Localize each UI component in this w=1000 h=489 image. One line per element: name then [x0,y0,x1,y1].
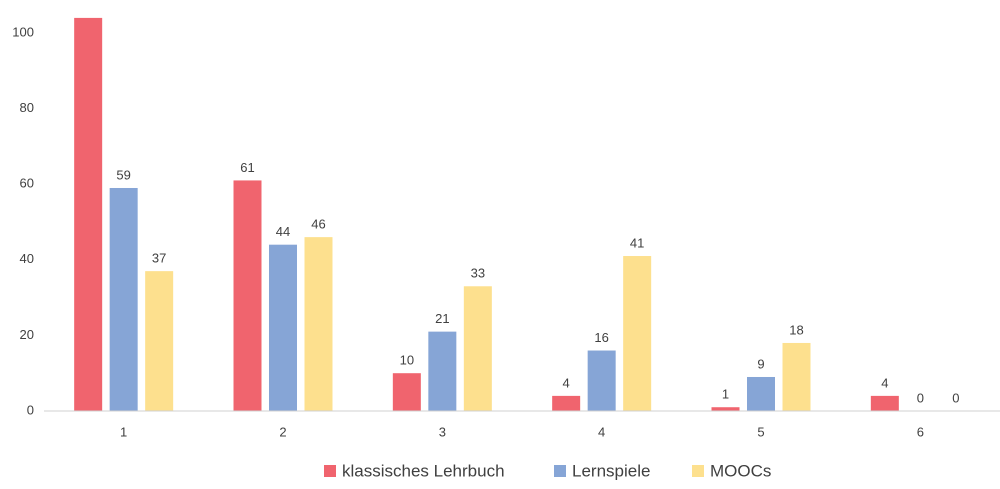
legend-swatch [692,465,704,477]
data-label: 33 [471,266,485,281]
data-label: 46 [311,217,325,232]
bar [109,187,138,411]
data-label: 44 [276,224,290,239]
data-label: 37 [152,251,166,266]
x-tick-label: 5 [757,424,764,439]
data-label: 1 [722,387,729,402]
data-label: 16 [594,330,608,345]
legend-swatch [554,465,566,477]
y-tick-label: 0 [27,402,34,417]
bar [782,342,811,411]
data-label: 21 [435,311,449,326]
x-tick-label: 1 [120,424,127,439]
bar [145,271,174,411]
x-tick-label: 4 [598,424,605,439]
bar [74,17,103,412]
data-label: 0 [917,390,924,405]
y-tick-label: 80 [20,100,34,115]
data-label: 10 [400,353,414,368]
bar [711,407,740,411]
data-label: 4 [563,375,570,390]
bar [428,331,457,411]
legend-label: MOOCs [710,461,771,480]
y-tick-label: 40 [20,251,34,266]
data-label: 9 [757,356,764,371]
legend-label: klassisches Lehrbuch [342,461,505,480]
data-label: 61 [240,160,254,175]
data-label: 18 [789,322,803,337]
data-label: 0 [952,390,959,405]
bar [269,244,297,411]
bar [870,395,899,411]
bar [463,286,492,411]
x-tick-label: 3 [439,424,446,439]
bar [392,373,421,411]
bar [587,350,616,411]
bar [233,180,262,411]
y-tick-label: 100 [12,24,34,39]
bar [304,237,333,411]
x-tick-label: 2 [279,424,286,439]
bar [747,376,775,411]
data-label: 4 [881,375,888,390]
y-tick-label: 20 [20,327,34,342]
legend-swatch [324,465,336,477]
legend-label: Lernspiele [572,461,650,480]
data-label: 59 [116,167,130,182]
data-label: 41 [630,235,644,250]
bar [623,256,652,411]
bar [552,395,581,411]
x-tick-label: 6 [917,424,924,439]
y-tick-label: 60 [20,176,34,191]
